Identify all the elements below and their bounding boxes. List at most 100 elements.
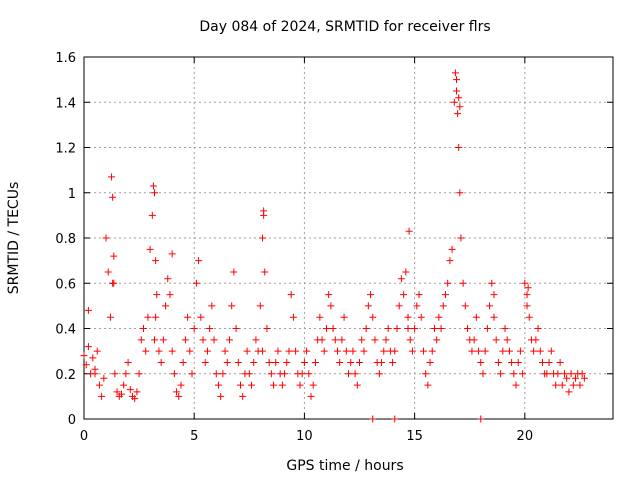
data-point	[84, 343, 92, 351]
data-point	[179, 358, 187, 366]
data-point	[102, 234, 110, 242]
data-point	[411, 325, 419, 332]
data-point	[162, 302, 170, 310]
data-point	[272, 358, 280, 366]
data-point	[248, 381, 256, 389]
data-point	[274, 347, 282, 355]
data-point	[543, 370, 551, 378]
data-point	[270, 381, 278, 389]
data-point	[195, 257, 203, 265]
data-point	[454, 110, 462, 118]
data-point	[142, 347, 150, 355]
data-point	[395, 302, 403, 310]
x-tick-label: 15	[406, 429, 423, 444]
data-point	[153, 291, 161, 299]
data-point	[492, 336, 500, 344]
data-point	[437, 325, 445, 332]
data-point	[110, 252, 118, 260]
data-point	[362, 325, 370, 332]
data-point	[406, 336, 414, 344]
data-point	[292, 347, 300, 355]
data-point	[453, 76, 461, 84]
data-point	[415, 291, 423, 299]
data-point	[435, 313, 443, 321]
data-point	[104, 268, 112, 276]
data-point	[419, 347, 427, 355]
data-point	[234, 358, 242, 366]
data-point	[404, 325, 412, 332]
data-point	[490, 313, 498, 321]
data-point	[340, 313, 348, 321]
data-point	[157, 358, 165, 366]
data-point	[486, 302, 494, 310]
y-tick-label: 0.2	[55, 368, 76, 383]
x-tick-label: 0	[80, 429, 88, 444]
data-point	[519, 370, 527, 378]
data-point	[190, 325, 198, 332]
data-point	[561, 370, 569, 378]
data-point	[475, 347, 483, 355]
data-point	[345, 370, 352, 378]
data-point	[117, 390, 125, 398]
data-point	[534, 325, 542, 332]
plot-frame	[83, 56, 614, 420]
data-point	[265, 358, 273, 366]
data-point	[230, 268, 238, 276]
data-point	[402, 268, 410, 276]
data-point	[456, 103, 464, 111]
data-point	[483, 325, 491, 332]
data-point	[151, 336, 159, 344]
data-point	[351, 370, 359, 378]
data-point	[144, 313, 152, 321]
data-point	[470, 336, 478, 344]
data-point	[305, 370, 313, 378]
data-point	[217, 392, 225, 400]
data-point	[532, 336, 540, 344]
data-point	[404, 313, 412, 321]
x-tick-label: 20	[517, 429, 534, 444]
data-point	[170, 370, 178, 378]
data-point	[259, 234, 267, 242]
data-point	[210, 336, 218, 344]
data-point	[448, 245, 456, 253]
data-point	[514, 358, 522, 366]
data-point	[510, 370, 518, 378]
y-tick-label: 0.6	[55, 277, 76, 292]
data-point	[342, 347, 350, 355]
data-point	[397, 275, 405, 283]
data-point	[283, 358, 291, 366]
data-point	[267, 370, 275, 378]
data-point	[303, 347, 311, 355]
data-point	[450, 98, 458, 106]
data-point	[516, 347, 524, 355]
data-point	[256, 302, 264, 310]
data-point	[413, 302, 421, 310]
data-point	[552, 381, 560, 389]
data-point	[572, 374, 580, 382]
data-point	[192, 279, 200, 287]
data-point	[576, 381, 584, 389]
data-point	[259, 347, 267, 355]
data-point	[236, 381, 244, 389]
data-point	[375, 370, 383, 378]
data-point	[426, 358, 434, 366]
data-point	[168, 347, 176, 355]
data-point	[499, 347, 507, 355]
data-point	[455, 144, 463, 151]
data-point	[252, 336, 260, 344]
data-point	[488, 279, 496, 287]
data-point	[133, 388, 141, 396]
data-point	[281, 370, 289, 378]
data-point	[422, 370, 430, 378]
y-tick-label: 1.6	[55, 51, 76, 66]
data-point	[289, 313, 297, 321]
data-point	[146, 245, 154, 253]
data-point	[260, 211, 268, 219]
y-tick-label: 1.2	[55, 142, 76, 157]
data-point	[451, 69, 459, 77]
data-point	[331, 336, 339, 344]
data-point	[149, 182, 157, 190]
y-tick-label: 1	[68, 187, 76, 202]
data-point	[558, 381, 566, 389]
data-point	[201, 358, 209, 366]
